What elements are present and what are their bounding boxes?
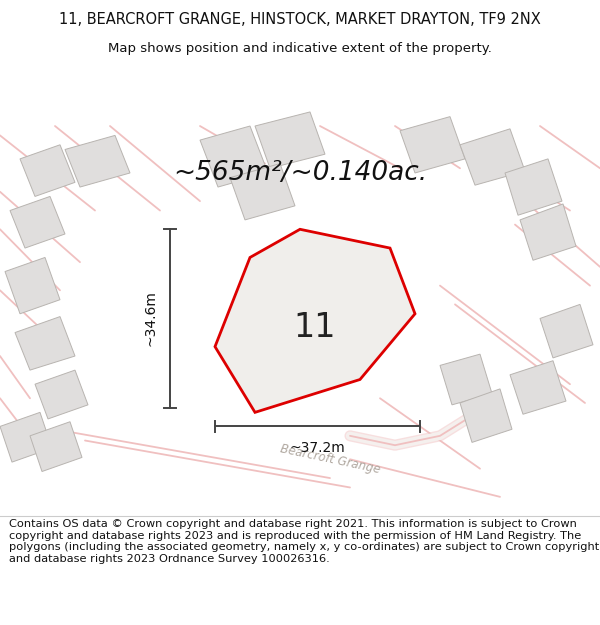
Polygon shape — [30, 422, 82, 471]
Polygon shape — [5, 258, 60, 314]
Polygon shape — [65, 136, 130, 187]
Text: ~565m²/~0.140ac.: ~565m²/~0.140ac. — [173, 160, 427, 186]
Polygon shape — [510, 361, 566, 414]
Text: 11: 11 — [294, 311, 336, 344]
Polygon shape — [540, 304, 593, 358]
Text: Bearcroft Grange: Bearcroft Grange — [279, 442, 381, 476]
Polygon shape — [520, 204, 576, 260]
Polygon shape — [10, 196, 65, 248]
Text: Map shows position and indicative extent of the property.: Map shows position and indicative extent… — [108, 42, 492, 55]
Text: Contains OS data © Crown copyright and database right 2021. This information is : Contains OS data © Crown copyright and d… — [9, 519, 599, 564]
Polygon shape — [460, 129, 525, 185]
Polygon shape — [255, 112, 325, 168]
Polygon shape — [505, 159, 562, 215]
Text: 11, BEARCROFT GRANGE, HINSTOCK, MARKET DRAYTON, TF9 2NX: 11, BEARCROFT GRANGE, HINSTOCK, MARKET D… — [59, 12, 541, 27]
Text: ~34.6m: ~34.6m — [144, 291, 158, 346]
Polygon shape — [440, 354, 492, 405]
Polygon shape — [200, 126, 268, 187]
Text: ~37.2m: ~37.2m — [290, 441, 346, 456]
Polygon shape — [230, 164, 295, 220]
Polygon shape — [460, 389, 512, 442]
Polygon shape — [0, 412, 52, 462]
Polygon shape — [15, 317, 75, 370]
Polygon shape — [400, 117, 465, 173]
Polygon shape — [35, 370, 88, 419]
Polygon shape — [20, 145, 75, 196]
Polygon shape — [215, 229, 415, 412]
